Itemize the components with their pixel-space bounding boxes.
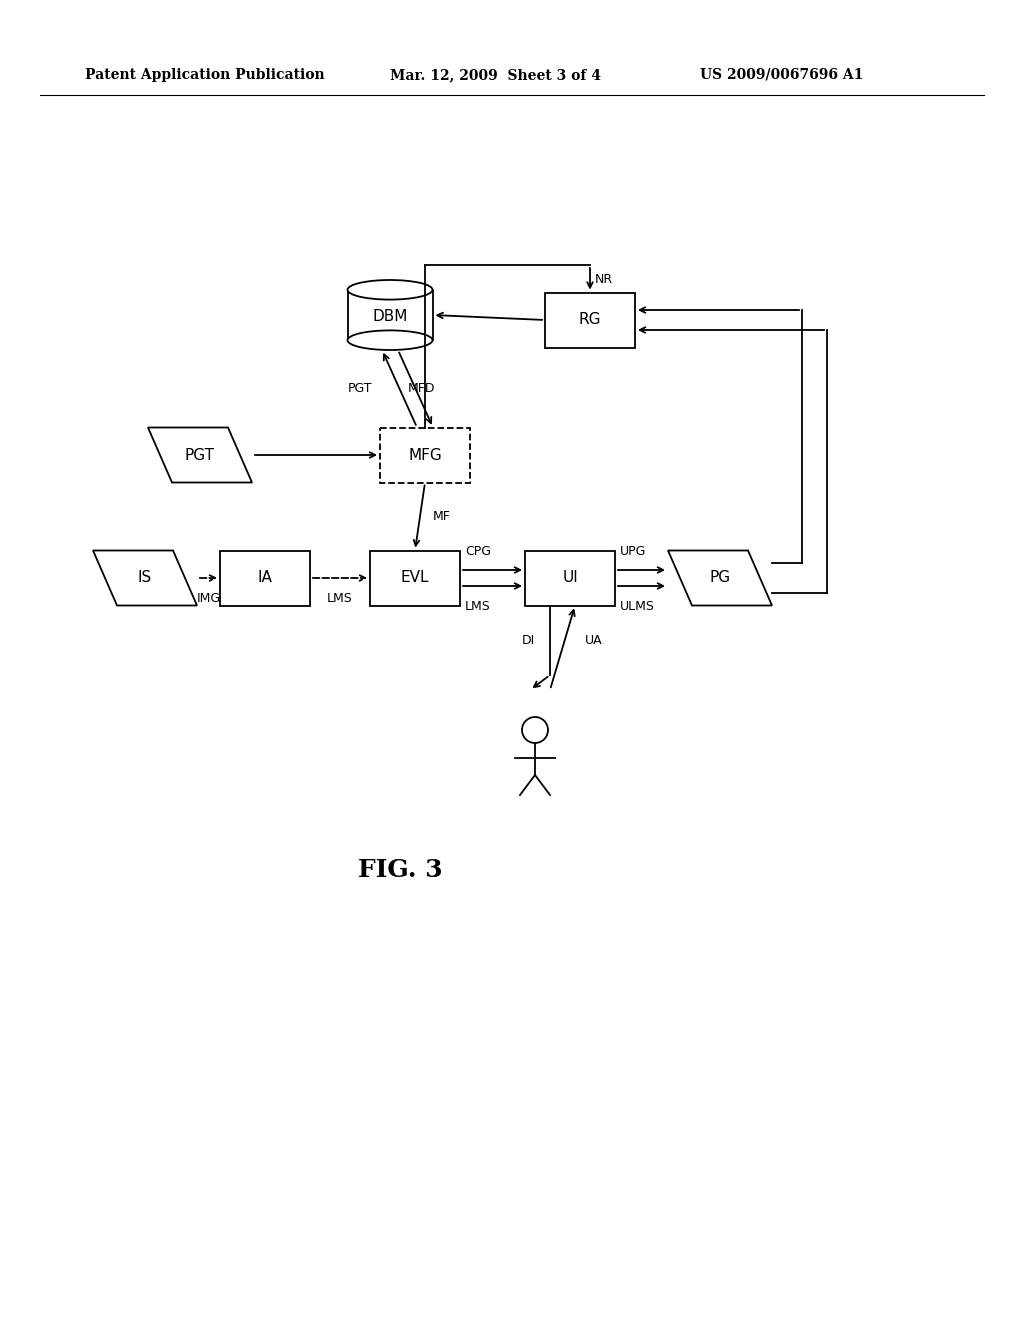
Text: MF: MF	[433, 510, 451, 523]
Text: PGT: PGT	[185, 447, 215, 462]
Text: PG: PG	[710, 570, 730, 586]
Polygon shape	[93, 550, 197, 606]
Text: MFG: MFG	[409, 447, 442, 462]
Text: LMS: LMS	[465, 601, 490, 612]
Text: DBM: DBM	[373, 309, 408, 325]
Polygon shape	[148, 428, 252, 483]
Bar	[525, 550, 615, 606]
Text: EVL: EVL	[400, 570, 429, 586]
Bar	[370, 550, 460, 606]
Text: ULMS: ULMS	[620, 601, 655, 612]
Text: CPG: CPG	[465, 545, 490, 558]
Text: UPG: UPG	[620, 545, 646, 558]
Text: NR: NR	[595, 273, 613, 286]
Text: Patent Application Publication: Patent Application Publication	[85, 69, 325, 82]
Text: RG: RG	[579, 313, 601, 327]
Bar	[380, 428, 470, 483]
Polygon shape	[668, 550, 772, 606]
Text: DI: DI	[522, 634, 535, 647]
Bar	[220, 550, 310, 606]
Text: US 2009/0067696 A1: US 2009/0067696 A1	[700, 69, 863, 82]
Text: IMG: IMG	[197, 591, 220, 605]
Text: PGT: PGT	[347, 383, 372, 395]
Bar	[545, 293, 635, 347]
Text: Mar. 12, 2009  Sheet 3 of 4: Mar. 12, 2009 Sheet 3 of 4	[390, 69, 601, 82]
Text: IS: IS	[138, 570, 153, 586]
Ellipse shape	[347, 330, 432, 350]
Text: FIG. 3: FIG. 3	[357, 858, 442, 882]
Text: UA: UA	[585, 634, 603, 647]
Text: LMS: LMS	[327, 591, 353, 605]
Text: MFD: MFD	[408, 383, 435, 395]
Ellipse shape	[347, 280, 432, 300]
Text: IA: IA	[258, 570, 272, 586]
Bar	[347, 290, 432, 341]
Text: UI: UI	[562, 570, 578, 586]
